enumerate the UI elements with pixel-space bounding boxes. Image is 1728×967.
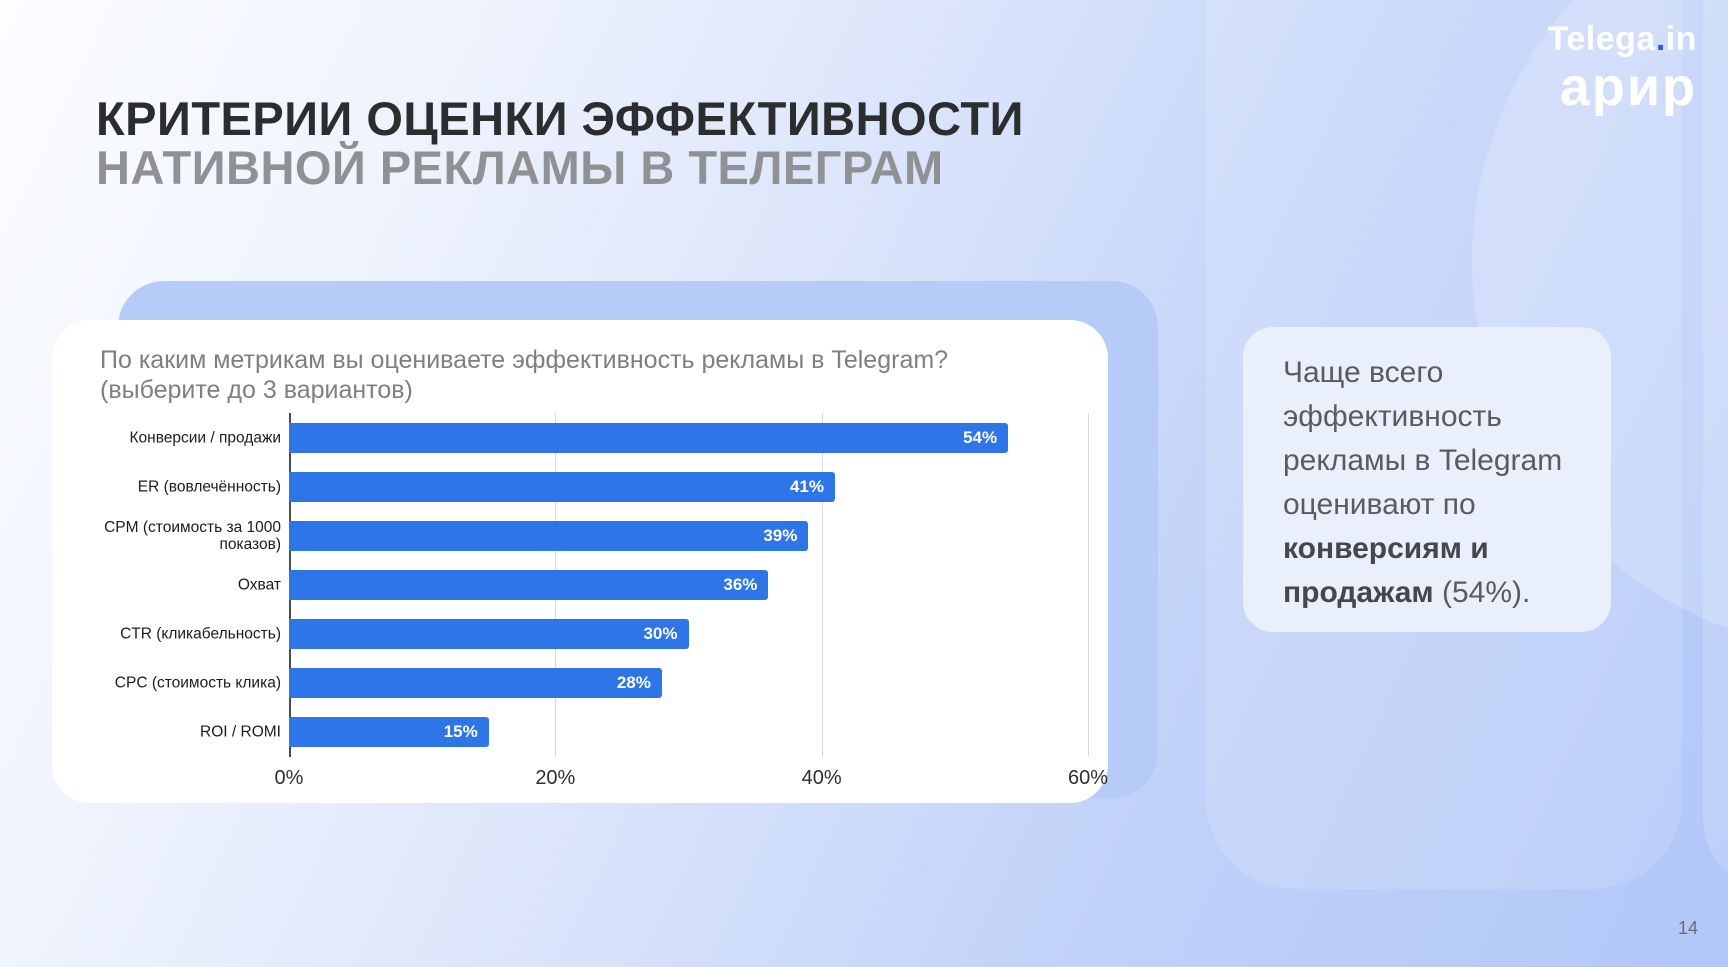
chart-row: ER (вовлечённость) 41%	[138, 462, 1088, 511]
bar-value-label: 28%	[616, 673, 651, 693]
bar-value-label: 36%	[723, 574, 758, 594]
bar-chart-plot: Конверсии / продажи 54% ER (вовлечённость)…	[104, 413, 1089, 757]
bar: 28%	[289, 668, 662, 699]
page-number: 14	[1677, 918, 1698, 938]
category-label: CPM (стоимость за 1000 показов)	[104, 518, 281, 553]
insight-highlight: конверсиям и продажам	[1283, 532, 1489, 609]
insight-segment: (54%).	[1433, 576, 1531, 609]
category-label: Конверсии / продажи	[129, 429, 281, 447]
category-label: CPC (стоимость клика)	[114, 674, 281, 692]
bar: 54%	[289, 422, 1009, 453]
logo-arir: арир	[1559, 57, 1697, 117]
bar-value-label: 54%	[963, 427, 998, 447]
logo-dot: .	[1655, 20, 1666, 58]
gridline	[821, 413, 823, 757]
bar: 15%	[289, 717, 489, 748]
survey-question-line2: (выберите до 3 вариантов)	[100, 376, 413, 404]
chart-row: ROI / ROMI 15%	[200, 708, 1088, 757]
x-axis-tick: 20%	[535, 767, 576, 789]
bar-value-label: 15%	[443, 722, 478, 742]
category-label: ROI / ROMI	[200, 723, 281, 741]
page-title-line2: НАТИВНОЙ РЕКЛАМЫ В ТЕЛЕГРАМ	[96, 141, 944, 194]
bar: 39%	[289, 520, 809, 551]
survey-question-line1: По каким метрикам вы оцениваете эффектив…	[100, 346, 949, 374]
page-title-line1: КРИТЕРИИ ОЦЕНКИ ЭФФЕКТИВНОСТИ	[96, 92, 1024, 145]
page-title: КРИТЕРИИ ОЦЕНКИ ЭФФЕКТИВНОСТИ НАТИВНОЙ Р…	[96, 94, 1024, 192]
bar-value-label: 41%	[789, 476, 824, 496]
background-side-band	[1703, 0, 1728, 889]
logo-telega-in: Telega.in	[1547, 20, 1697, 58]
chart-row: CTR (кликабельность) 30%	[120, 610, 1088, 659]
insight-segment: Чаще всего эффективность рекламы в Teleg…	[1283, 356, 1563, 521]
insight-text: Чаще всего эффективность рекламы в Teleg…	[1283, 351, 1575, 615]
bar-value-label: 39%	[763, 525, 798, 545]
insight-card: Чаще всего эффективность рекламы в Teleg…	[1243, 327, 1611, 632]
category-label: ER (вовлечённость)	[137, 478, 281, 496]
category-label: CTR (кликабельность)	[120, 625, 281, 643]
chart-row: CPM (стоимость за 1000 показов) 39%	[104, 511, 1088, 560]
bar: 36%	[289, 569, 769, 600]
bar: 41%	[289, 471, 835, 502]
logo: Telega.in арир	[1548, 22, 1697, 114]
x-axis: 0% 20% 40% 60%	[275, 767, 1108, 789]
chart-row: Охват 36%	[238, 560, 1088, 609]
x-axis-tick: 40%	[801, 767, 842, 789]
chart-card: По каким метрикам вы оцениваете эффектив…	[52, 320, 1108, 803]
chart-row: CPC (стоимость клика) 28%	[115, 659, 1088, 708]
survey-question: По каким метрикам вы оцениваете эффектив…	[100, 345, 948, 405]
bar: 30%	[289, 619, 689, 650]
category-label: Охват	[237, 576, 281, 594]
bar-chart-rows: Конверсии / продажи 54% ER (вовлечённость)…	[104, 413, 1088, 757]
bar-value-label: 30%	[643, 624, 678, 644]
chart-row: Конверсии / продажи 54%	[130, 413, 1088, 462]
x-axis-tick: 60%	[1067, 767, 1109, 789]
x-axis-tick: 0%	[274, 767, 304, 789]
gridline	[1088, 413, 1089, 757]
